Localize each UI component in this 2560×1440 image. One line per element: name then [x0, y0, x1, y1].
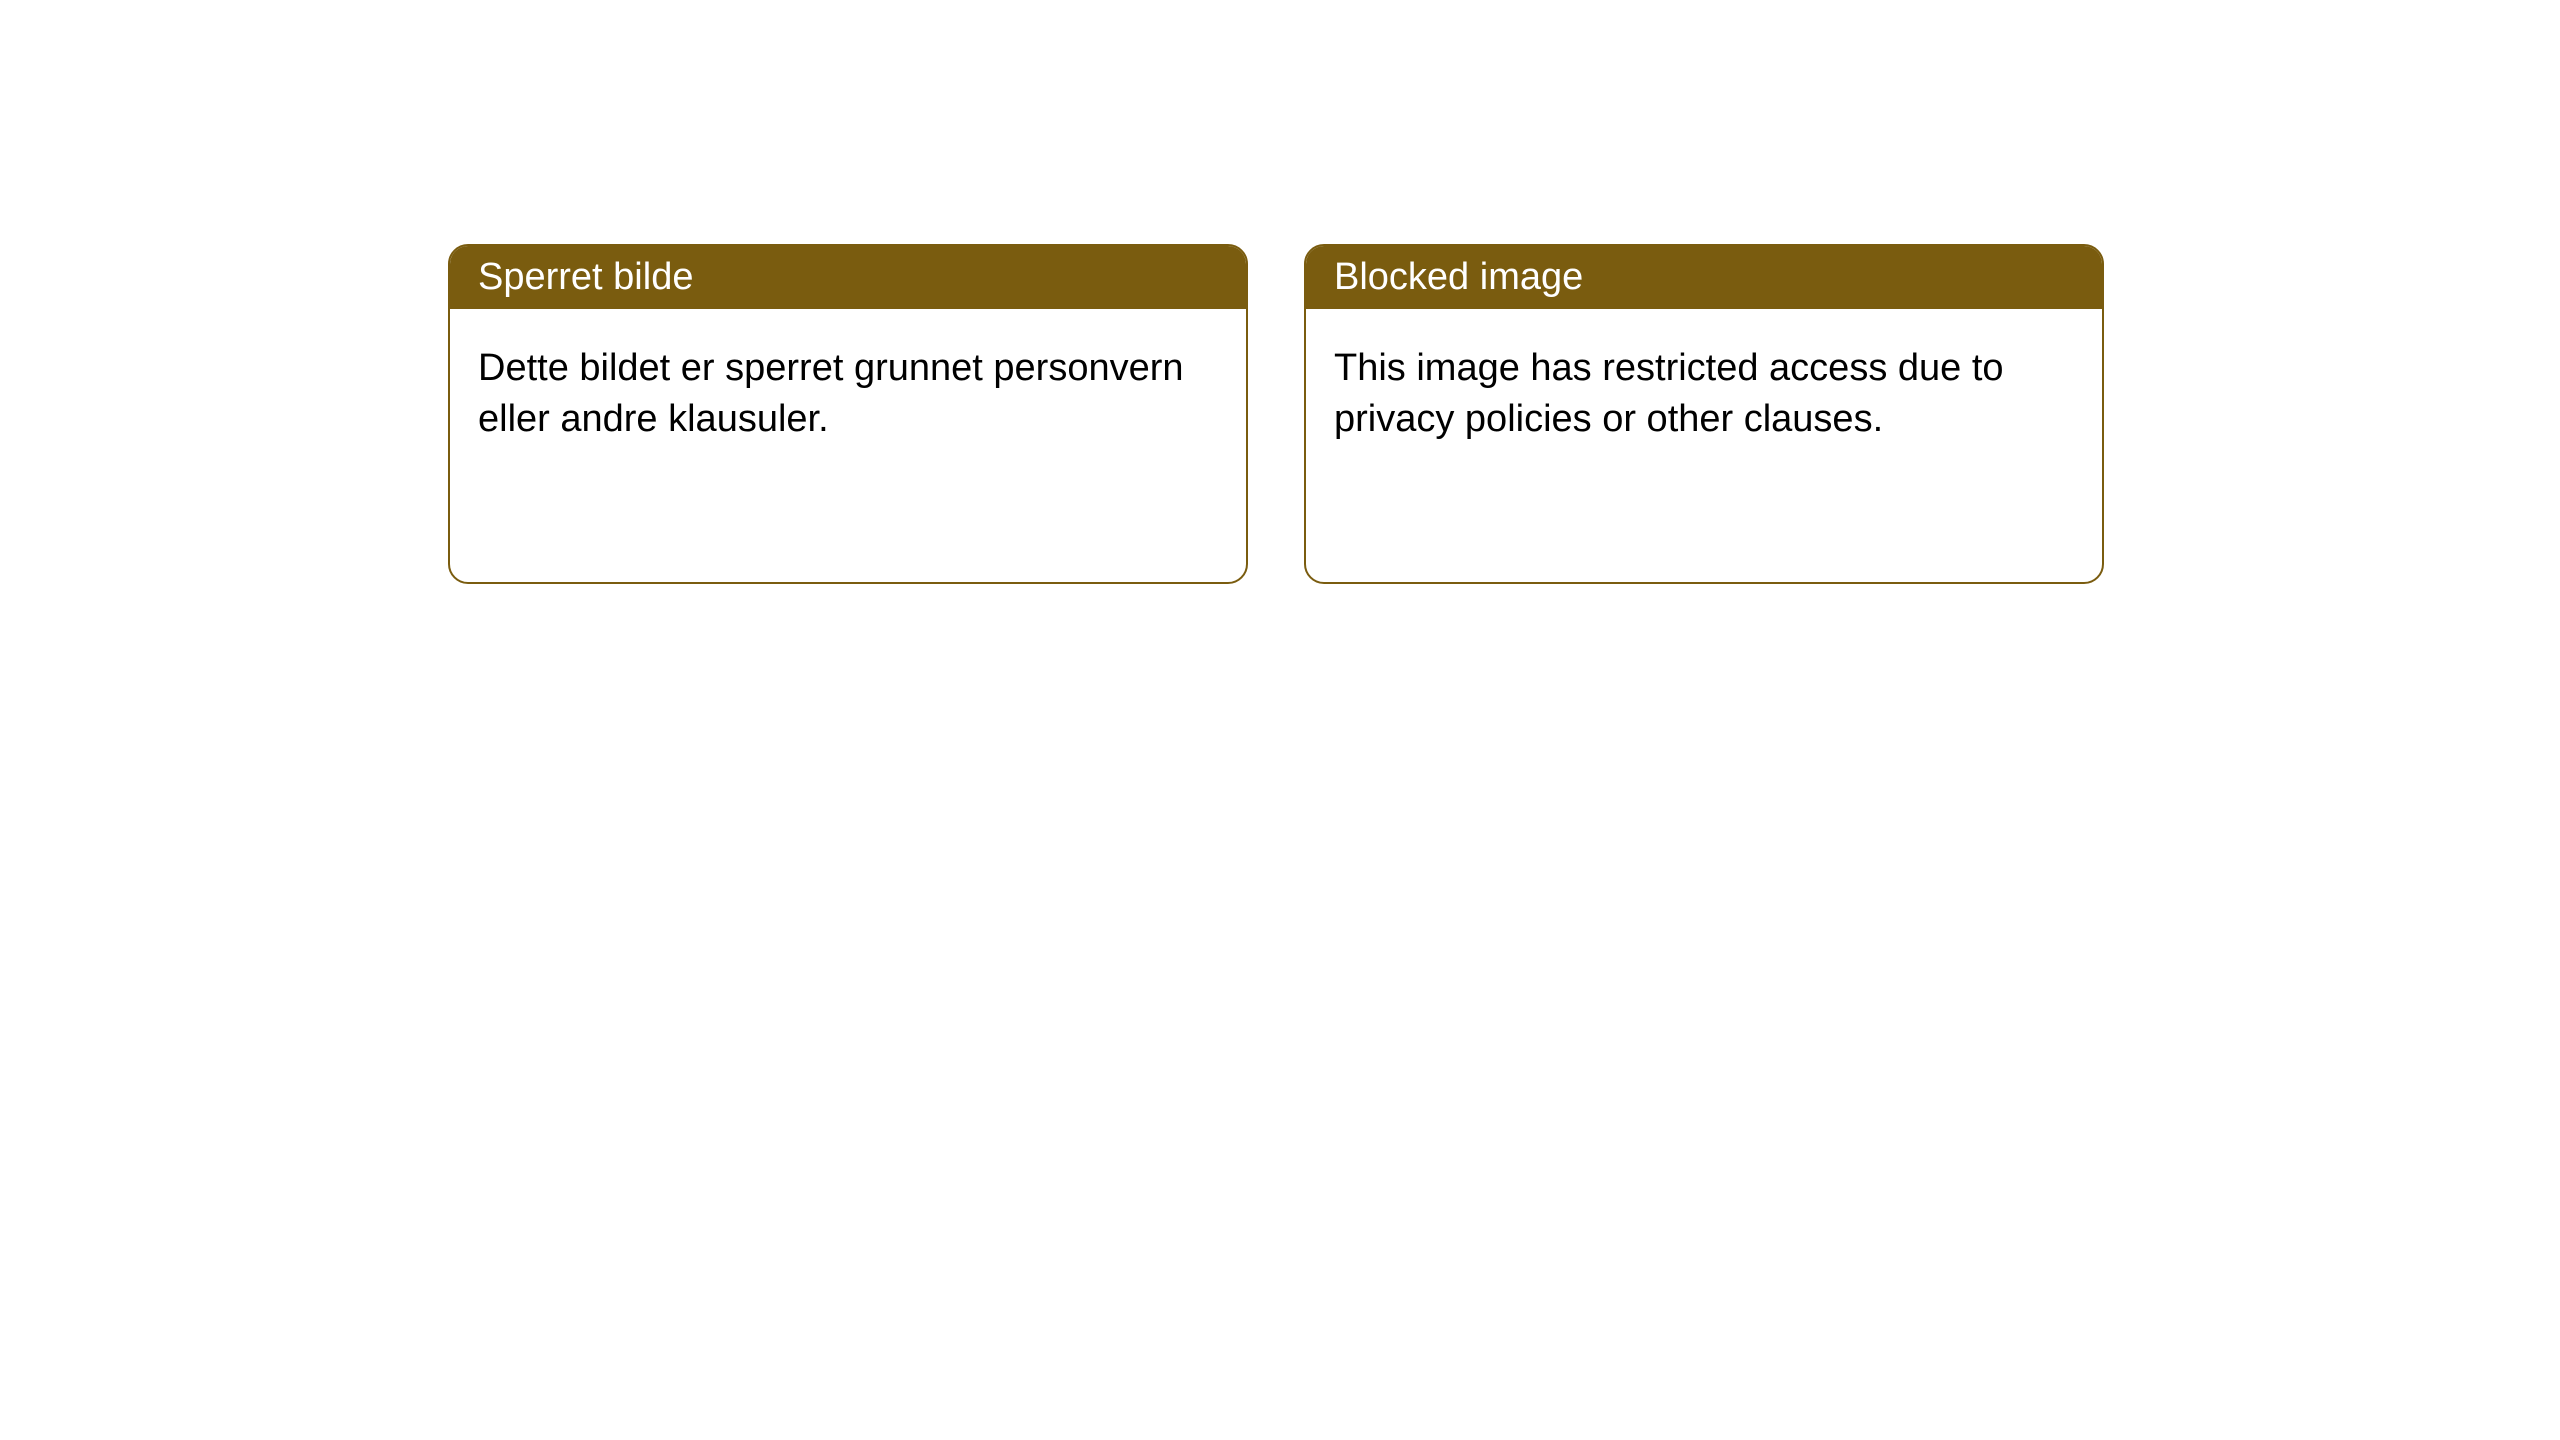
notice-container: Sperret bilde Dette bildet er sperret gr…: [0, 0, 2560, 584]
card-body-text: Dette bildet er sperret grunnet personve…: [478, 347, 1184, 440]
card-title: Blocked image: [1334, 256, 1583, 298]
card-body-text: This image has restricted access due to …: [1334, 347, 2004, 440]
card-header: Sperret bilde: [450, 246, 1246, 309]
card-body: This image has restricted access due to …: [1306, 309, 2102, 480]
notice-card-english: Blocked image This image has restricted …: [1304, 244, 2104, 584]
card-title: Sperret bilde: [478, 256, 693, 298]
card-body: Dette bildet er sperret grunnet personve…: [450, 309, 1246, 480]
notice-card-norwegian: Sperret bilde Dette bildet er sperret gr…: [448, 244, 1248, 584]
card-header: Blocked image: [1306, 246, 2102, 309]
